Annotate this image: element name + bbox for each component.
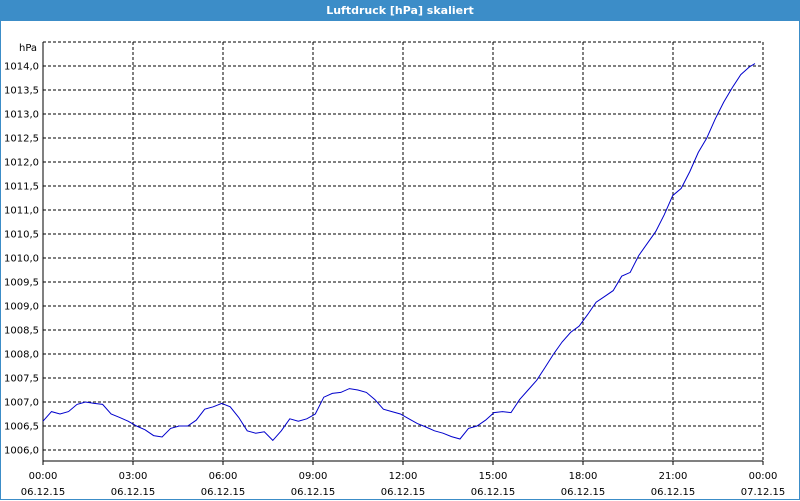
x-tick-date: 06.12.15	[21, 487, 66, 498]
y-tick-label: 1006,5	[4, 422, 39, 433]
y-tick-label: 1013,5	[4, 86, 39, 97]
grid	[42, 42, 764, 461]
y-tick-label: 1009,0	[4, 302, 39, 313]
x-tick-time: 09:00	[299, 471, 328, 482]
tick-labels: 1006,0 1006,5 1007,0 1007,5 1008,0 1008,5 1009…	[4, 62, 785, 499]
y-tick-label: 1008,0	[4, 350, 39, 361]
x-tick-date: 06.12.15	[111, 487, 156, 498]
x-tick-time: 12:00	[389, 471, 418, 482]
x-tick-time: 18:00	[569, 471, 598, 482]
y-tick-label: 1010,5	[4, 230, 39, 241]
y-tick-label: 1011,5	[4, 182, 39, 193]
y-tick-label: 1010,0	[4, 254, 39, 265]
series-line	[42, 63, 756, 442]
x-tick-time: 00:00	[29, 471, 58, 482]
y-axis-label: hPa	[19, 43, 37, 54]
x-tick-time: 15:00	[479, 471, 508, 482]
y-tick-label: 1009,5	[4, 278, 39, 289]
y-tick-label: 1006,0	[4, 446, 39, 457]
x-tick-date: 07.12.15	[741, 487, 786, 498]
x-tick-date: 06.12.15	[471, 487, 516, 498]
x-tick-date: 06.12.15	[651, 487, 696, 498]
y-tick-label: 1012,5	[4, 134, 39, 145]
x-tick-date: 06.12.15	[381, 487, 426, 498]
x-tick-time: 00:00	[749, 471, 778, 482]
x-tick-date: 06.12.15	[561, 487, 606, 498]
y-tick-label: 1008,5	[4, 326, 39, 337]
window-title: Luftdruck [hPa] skaliert	[1, 1, 799, 21]
y-tick-label: 1014,0	[4, 62, 39, 73]
x-tick-time: 06:00	[209, 471, 238, 482]
y-tick-label: 1012,0	[4, 158, 39, 169]
y-tick-label: 1013,0	[4, 110, 39, 121]
x-tick-date: 06.12.15	[291, 487, 336, 498]
x-tick-time: 03:00	[119, 471, 148, 482]
x-tick-time: 21:00	[659, 471, 688, 482]
y-tick-label: 1007,0	[4, 398, 39, 409]
axes	[42, 41, 764, 465]
x-tick-date: 06.12.15	[201, 487, 246, 498]
y-tick-label: 1007,5	[4, 374, 39, 385]
y-tick-label: 1011,0	[4, 206, 39, 217]
